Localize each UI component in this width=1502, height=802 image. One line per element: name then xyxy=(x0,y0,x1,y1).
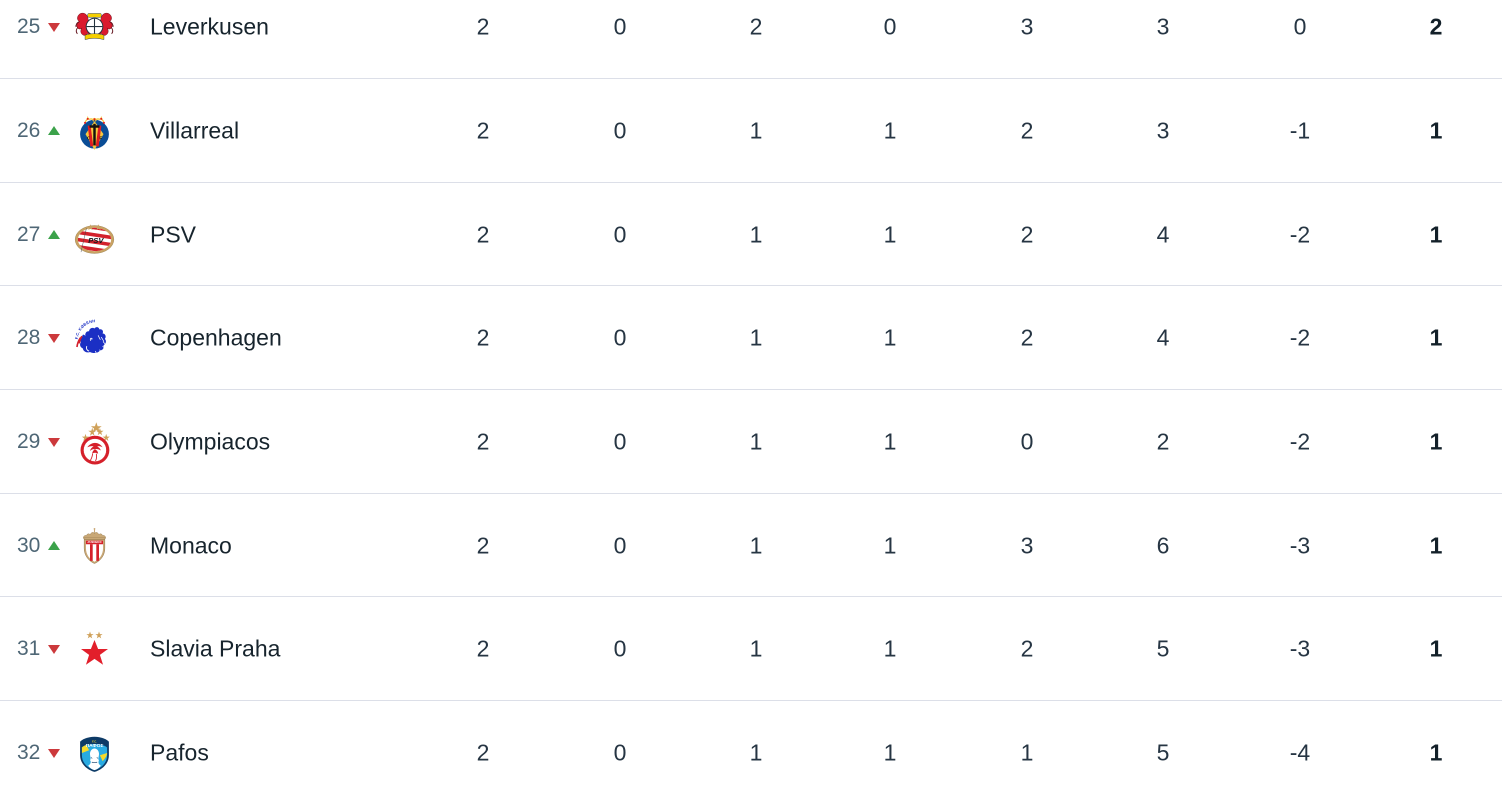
svg-text:ΠΑΦΟΣ: ΠΑΦΟΣ xyxy=(86,743,104,749)
svg-text:F.C.: F.C. xyxy=(92,740,97,744)
svg-text:F: F xyxy=(99,135,102,140)
svg-text:PSV: PSV xyxy=(88,236,104,245)
